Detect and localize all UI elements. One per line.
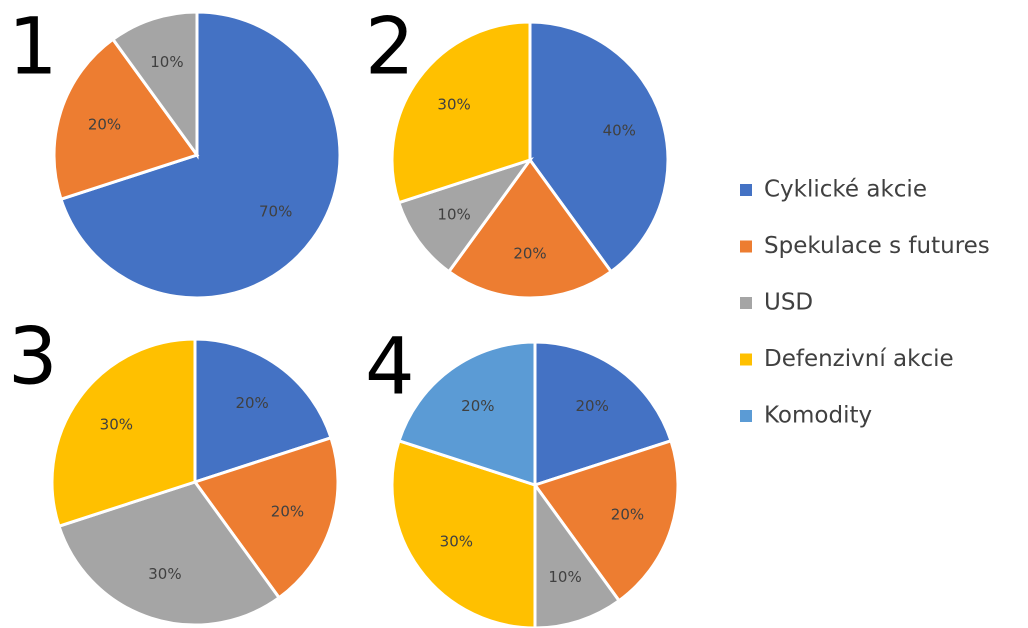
pie-slice	[446, 157, 614, 300]
data-label: 20%	[575, 397, 608, 415]
pie-slice	[390, 438, 537, 628]
data-label: 20%	[271, 503, 304, 521]
legend-label: Cyklické akcie	[764, 177, 927, 203]
pie-slice	[390, 20, 532, 205]
legend-swatch	[740, 297, 752, 309]
pie-slice	[396, 157, 534, 274]
data-label: 30%	[148, 565, 181, 583]
pie-slice	[59, 10, 342, 300]
chart-number: 2	[365, 2, 415, 92]
data-label: 10%	[150, 53, 183, 71]
legend-swatch	[740, 240, 752, 253]
chart-number: 1	[8, 2, 58, 92]
data-label: 30%	[100, 415, 133, 433]
legend-label: Spekulace s futures	[764, 233, 990, 259]
pie-slice	[193, 337, 333, 485]
data-label: 10%	[437, 206, 470, 224]
legend-swatch	[740, 410, 752, 422]
pie-slice	[532, 438, 680, 603]
legend-label: USD	[764, 290, 813, 316]
legend-label: Defenzivní akcie	[764, 346, 954, 372]
data-label: 70%	[259, 203, 292, 221]
chart-number: 4	[365, 322, 415, 412]
data-label: 20%	[513, 244, 546, 262]
pie-slice	[528, 20, 670, 274]
pie-slice	[192, 435, 340, 600]
pie-slice	[533, 340, 673, 488]
data-label: 10%	[548, 568, 581, 586]
pie-slice	[50, 337, 197, 529]
data-label: 20%	[88, 115, 121, 133]
data-label: 20%	[461, 397, 494, 415]
data-label: 30%	[440, 533, 473, 551]
chart-number: 3	[8, 312, 58, 402]
pie-slice	[397, 340, 537, 488]
data-label: 30%	[437, 95, 470, 113]
legend-swatch	[740, 353, 752, 366]
legend-swatch	[740, 184, 752, 196]
pie-slice	[52, 37, 200, 202]
legend-label: Komodity	[764, 403, 872, 429]
pie-slice	[110, 10, 199, 160]
pie-slice	[57, 480, 282, 627]
data-label: 20%	[235, 394, 268, 412]
data-label: 20%	[611, 506, 644, 524]
data-label: 40%	[603, 122, 636, 140]
